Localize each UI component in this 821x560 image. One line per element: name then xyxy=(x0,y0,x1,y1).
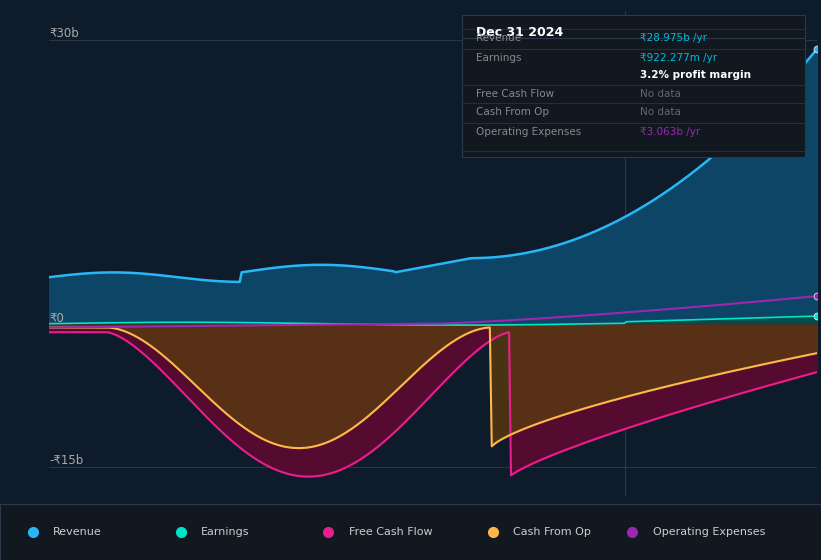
Text: 3.2% profit margin: 3.2% profit margin xyxy=(640,71,751,81)
Text: -₹15b: -₹15b xyxy=(49,454,84,467)
Text: ₹922.277m /yr: ₹922.277m /yr xyxy=(640,53,718,63)
Text: No data: No data xyxy=(640,108,681,117)
Text: Cash From Op: Cash From Op xyxy=(513,527,591,537)
Text: Cash From Op: Cash From Op xyxy=(475,108,548,117)
Text: ₹28.975b /yr: ₹28.975b /yr xyxy=(640,34,708,44)
Text: No data: No data xyxy=(640,89,681,99)
Text: Free Cash Flow: Free Cash Flow xyxy=(475,89,554,99)
Text: Operating Expenses: Operating Expenses xyxy=(653,527,765,537)
Text: Earnings: Earnings xyxy=(201,527,250,537)
Text: ₹0: ₹0 xyxy=(49,311,64,325)
Text: Earnings: Earnings xyxy=(475,53,521,63)
Text: Revenue: Revenue xyxy=(475,34,521,44)
Text: Operating Expenses: Operating Expenses xyxy=(475,127,581,137)
Text: ₹3.063b /yr: ₹3.063b /yr xyxy=(640,127,700,137)
Text: Free Cash Flow: Free Cash Flow xyxy=(349,527,433,537)
Text: Dec 31 2024: Dec 31 2024 xyxy=(475,26,563,39)
Text: Revenue: Revenue xyxy=(53,527,102,537)
Text: ₹30b: ₹30b xyxy=(49,27,79,40)
